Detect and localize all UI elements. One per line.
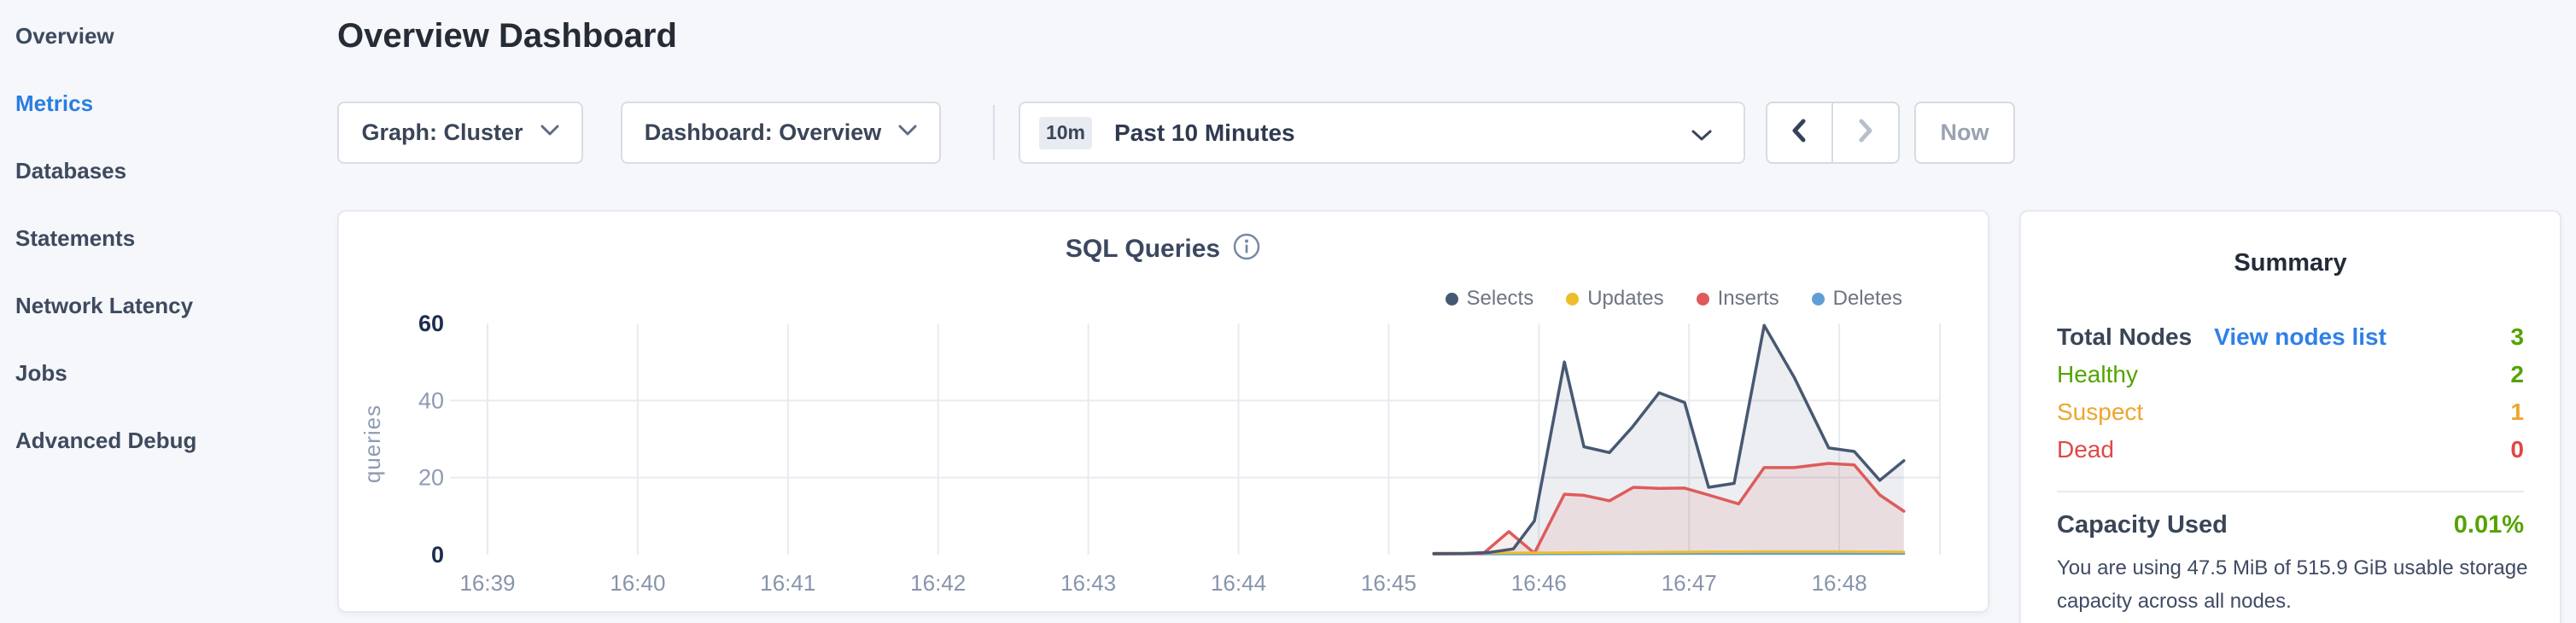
sidebar-item-databases[interactable]: Databases: [15, 158, 127, 183]
chevron-down-icon: [540, 125, 559, 141]
now-button[interactable]: Now: [1914, 102, 2015, 164]
capacity-description: You are using 47.5 MiB of 515.9 GiB usab…: [2057, 556, 2528, 613]
inserts-dot-icon: [1696, 292, 1709, 306]
time-window-stepper: [1766, 102, 1900, 164]
chart-title: SQL Queries: [1065, 234, 1221, 263]
next-time-window-button[interactable]: [1833, 103, 1899, 162]
chevron-left-icon: [1789, 117, 1809, 148]
graph-dropdown[interactable]: Graph: Cluster: [337, 102, 583, 164]
svg-text:queries: queries: [359, 405, 385, 483]
selects-dot-icon: [1445, 292, 1458, 306]
dashboard-dropdown[interactable]: Dashboard: Overview: [621, 102, 941, 164]
time-range-label: Past 10 Minutes: [1114, 119, 1295, 146]
suspect-value: 1: [2510, 399, 2524, 425]
summary-panel: Summary Total Nodes View nodes list 3 He…: [2019, 210, 2561, 623]
dead-label: Dead: [2057, 436, 2114, 463]
chevron-down-icon: [898, 125, 917, 141]
dead-nodes-row: Dead 0: [2057, 431, 2524, 469]
time-range-badge: 10m: [1039, 116, 1092, 149]
svg-text:16:46: 16:46: [1511, 570, 1567, 596]
chevron-down-icon: [1691, 129, 1713, 146]
sql-queries-chart-card: SQL Queries Selects Updates Inserts Dele…: [337, 210, 1989, 613]
legend-item-selects: Selects: [1445, 287, 1534, 311]
legend-label: Deletes: [1832, 287, 1902, 310]
svg-text:16:39: 16:39: [459, 570, 515, 596]
healthy-label: Healthy: [2057, 361, 2138, 387]
sidebar: Overview Metrics Databases Statements Ne…: [0, 0, 324, 623]
svg-text:16:40: 16:40: [610, 570, 665, 596]
chevron-right-icon: [1855, 117, 1876, 148]
legend-item-updates: Updates: [1566, 287, 1664, 311]
legend-item-inserts: Inserts: [1696, 287, 1779, 311]
graph-dropdown-label: Graph: Cluster: [361, 119, 523, 145]
svg-text:16:42: 16:42: [910, 570, 966, 596]
info-icon[interactable]: [1232, 232, 1261, 265]
healthy-value: 2: [2510, 361, 2524, 387]
total-nodes-label: Total Nodes: [2057, 323, 2193, 350]
healthy-nodes-row: Healthy 2: [2057, 356, 2524, 393]
total-nodes-value: 3: [2510, 323, 2524, 350]
page-title: Overview Dashboard: [337, 17, 677, 55]
prev-time-window-button[interactable]: [1767, 103, 1833, 162]
legend-label: Selects: [1466, 287, 1534, 310]
legend-label: Updates: [1587, 287, 1664, 310]
dashboard-dropdown-label: Dashboard: Overview: [644, 119, 882, 145]
sidebar-item-advanced-debug[interactable]: Advanced Debug: [15, 428, 197, 453]
summary-title: Summary: [2234, 249, 2347, 277]
toolbar-divider: [993, 105, 995, 160]
sidebar-item-network-latency[interactable]: Network Latency: [15, 293, 194, 318]
svg-text:16:43: 16:43: [1060, 570, 1116, 596]
updates-dot-icon: [1566, 292, 1580, 306]
capacity-used-value: 0.01%: [2453, 511, 2524, 539]
suspect-label: Suspect: [2057, 399, 2144, 425]
dead-value: 0: [2510, 436, 2524, 463]
sidebar-item-statements[interactable]: Statements: [15, 225, 136, 251]
sidebar-item-jobs[interactable]: Jobs: [15, 360, 67, 386]
total-nodes-row: Total Nodes View nodes list 3: [2057, 318, 2524, 356]
capacity-used-row: Capacity Used 0.01%: [2057, 511, 2524, 539]
time-range-selector[interactable]: 10m Past 10 Minutes: [1019, 102, 1745, 164]
legend-label: Inserts: [1717, 287, 1779, 310]
suspect-nodes-row: Suspect 1: [2057, 393, 2524, 431]
view-nodes-list-link[interactable]: View nodes list: [2214, 323, 2386, 350]
svg-text:16:45: 16:45: [1361, 570, 1417, 596]
chart-legend: Selects Updates Inserts Deletes: [1445, 287, 1902, 311]
svg-text:20: 20: [418, 465, 444, 491]
svg-text:16:44: 16:44: [1211, 570, 1266, 596]
svg-text:40: 40: [418, 387, 444, 413]
svg-text:0: 0: [431, 542, 444, 568]
deletes-dot-icon: [1811, 292, 1825, 306]
svg-text:16:41: 16:41: [760, 570, 815, 596]
sidebar-item-overview[interactable]: Overview: [15, 23, 114, 49]
capacity-used-label: Capacity Used: [2057, 511, 2228, 539]
sql-queries-chart[interactable]: 0 20 40 60 16:39 16:40 16:41 16:42 16:43 16:44 16:…: [339, 212, 1988, 611]
svg-text:16:47: 16:47: [1662, 570, 1717, 596]
legend-item-deletes: Deletes: [1811, 287, 1902, 311]
svg-text:16:48: 16:48: [1812, 570, 1867, 596]
svg-text:60: 60: [418, 311, 444, 336]
sidebar-item-metrics[interactable]: Metrics: [15, 90, 94, 116]
summary-divider: [2057, 491, 2524, 492]
